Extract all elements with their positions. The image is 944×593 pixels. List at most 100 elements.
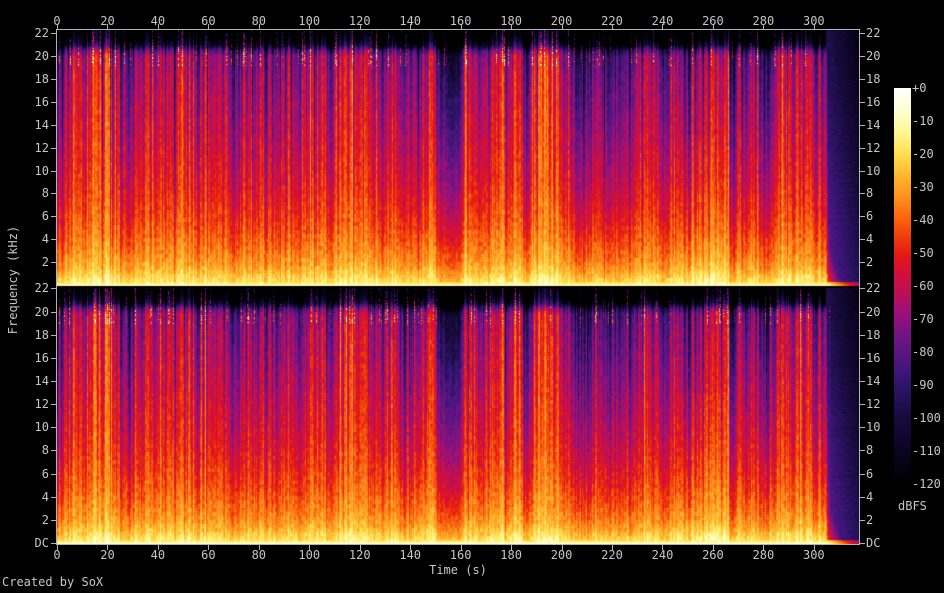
- time-tick-mark: [107, 545, 109, 550]
- time-tick-label: 160: [449, 548, 472, 562]
- freq-tick-label: 10: [34, 164, 49, 178]
- freq-tick-label: 18: [866, 328, 881, 342]
- freq-tick-mark: [51, 102, 56, 103]
- freq-tick-label: 14: [34, 374, 49, 388]
- freq-tick-mark: [51, 520, 56, 521]
- freq-tick-mark: [51, 404, 56, 405]
- freq-tick-mark: [51, 497, 56, 498]
- time-tick-label: 240: [651, 14, 674, 28]
- freq-tick-label: 18: [34, 328, 49, 342]
- time-tick-label: 280: [752, 548, 775, 562]
- freq-tick-mark: [860, 358, 865, 359]
- freq-tick-label: 16: [866, 95, 881, 109]
- freq-tick-mark: [51, 56, 56, 57]
- freq-tick-mark: [860, 543, 865, 544]
- time-tick-label: 80: [251, 548, 267, 562]
- freq-tick-mark: [51, 312, 56, 313]
- time-tick-mark: [511, 545, 513, 550]
- freq-tick-label: 22: [34, 281, 49, 295]
- time-tick-mark: [612, 24, 614, 29]
- time-tick-label: 20: [100, 548, 115, 562]
- time-tick-label: 0: [53, 14, 61, 28]
- freq-tick-mark: [51, 148, 56, 149]
- time-tick-label: 60: [201, 548, 216, 562]
- frequency-axis-label: Frequency (kHz): [6, 225, 20, 335]
- freq-tick-mark: [51, 193, 56, 194]
- freq-tick-label: 4: [41, 490, 49, 504]
- time-tick-label: 140: [399, 548, 422, 562]
- time-tick-mark: [359, 24, 361, 29]
- freq-tick-label: 6: [41, 467, 49, 481]
- freq-tick-mark: [51, 239, 56, 240]
- freq-tick-label: 20: [34, 305, 49, 319]
- time-tick-label: 120: [348, 14, 371, 28]
- colorbar-tick-label: -20: [912, 147, 934, 161]
- colorbar-tick-label: -110: [912, 444, 941, 458]
- freq-tick-mark: [51, 79, 56, 80]
- freq-tick-mark: [860, 474, 865, 475]
- freq-tick-label: 2: [41, 513, 49, 527]
- time-tick-label: 260: [702, 14, 724, 28]
- freq-tick-label: 6: [41, 209, 49, 223]
- freq-tick-mark: [860, 216, 865, 217]
- freq-tick-mark: [51, 381, 56, 382]
- time-tick-mark: [763, 24, 765, 29]
- freq-tick-mark: [51, 474, 56, 475]
- freq-tick-mark: [860, 262, 865, 263]
- freq-tick-label: 2: [866, 513, 874, 527]
- freq-tick-label: 10: [866, 164, 881, 178]
- freq-tick-label: 8: [866, 443, 874, 457]
- freq-tick-label: 2: [866, 255, 874, 269]
- time-tick-mark: [813, 545, 815, 550]
- spectrogram-canvas: [57, 30, 859, 544]
- time-tick-mark: [612, 545, 614, 550]
- time-tick-label: 100: [298, 548, 321, 562]
- time-tick-mark: [57, 24, 58, 29]
- freq-tick-mark: [860, 171, 865, 172]
- plot-frame: [56, 29, 860, 545]
- time-tick-mark: [359, 545, 361, 550]
- colorbar-tick-label: -80: [912, 345, 934, 359]
- time-tick-label: 300: [802, 14, 825, 28]
- freq-tick-mark: [51, 288, 56, 289]
- time-tick-mark: [258, 545, 260, 550]
- freq-tick-mark: [51, 450, 56, 451]
- freq-tick-label: 16: [34, 95, 49, 109]
- colorbar-tick-label: -10: [912, 114, 934, 128]
- time-tick-label: 180: [500, 548, 522, 562]
- freq-tick-mark: [51, 216, 56, 217]
- freq-tick-label: 2: [41, 255, 49, 269]
- time-tick-mark: [460, 24, 462, 29]
- freq-tick-label: 4: [41, 232, 49, 246]
- freq-tick-mark: [860, 33, 865, 34]
- time-tick-label: 60: [201, 14, 216, 28]
- freq-tick-mark: [51, 125, 56, 126]
- time-tick-mark: [813, 24, 815, 29]
- colorbar-tick-label: -120: [912, 477, 941, 491]
- time-tick-mark: [460, 545, 462, 550]
- time-tick-mark: [258, 24, 260, 29]
- freq-tick-label: 16: [34, 351, 49, 365]
- sox-credit: Created by SoX: [2, 575, 104, 589]
- time-tick-label: 80: [251, 14, 267, 28]
- freq-tick-label: 22: [866, 26, 881, 40]
- colorbar-tick-label: -100: [912, 411, 941, 425]
- time-tick-label: 20: [100, 14, 115, 28]
- colorbar-tick-label: -60: [912, 279, 934, 293]
- freq-tick-mark: [860, 79, 865, 80]
- freq-tick-label: 18: [866, 72, 881, 86]
- freq-tick-label: 12: [34, 397, 49, 411]
- time-tick-mark: [157, 24, 159, 29]
- freq-tick-mark: [860, 427, 865, 428]
- time-tick-mark: [157, 545, 159, 550]
- freq-tick-label: 10: [866, 420, 881, 434]
- time-tick-mark: [410, 24, 412, 29]
- time-tick-label: 220: [601, 548, 623, 562]
- freq-tick-label: 16: [866, 351, 881, 365]
- time-tick-label: 200: [550, 14, 573, 28]
- freq-tick-label: 22: [34, 26, 49, 40]
- freq-tick-mark: [860, 497, 865, 498]
- freq-tick-mark: [860, 193, 865, 194]
- freq-tick-label: 6: [866, 209, 874, 223]
